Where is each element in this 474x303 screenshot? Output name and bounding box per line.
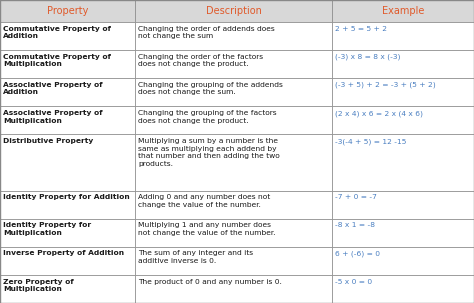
- Text: (-3) x 8 = 8 x (-3): (-3) x 8 = 8 x (-3): [335, 54, 401, 60]
- Text: Associative Property of
Multiplication: Associative Property of Multiplication: [3, 110, 103, 124]
- Bar: [135, 191, 332, 219]
- Text: The product of 0 and any number is 0.: The product of 0 and any number is 0.: [138, 278, 283, 285]
- Text: -7 + 0 = -7: -7 + 0 = -7: [335, 194, 377, 200]
- Bar: [332, 275, 474, 303]
- Bar: [332, 247, 474, 275]
- Text: Commutative Property of
Multiplication: Commutative Property of Multiplication: [3, 54, 111, 67]
- Text: The sum of any integer and its
additive inverse is 0.: The sum of any integer and its additive …: [138, 251, 254, 264]
- Text: Changing the order of the factors
does not change the product.: Changing the order of the factors does n…: [138, 54, 264, 67]
- Bar: [0, 247, 135, 275]
- Text: Property: Property: [47, 6, 88, 16]
- Bar: [0, 106, 135, 135]
- Text: Multiplying 1 and any number does
not change the value of the number.: Multiplying 1 and any number does not ch…: [138, 222, 276, 236]
- Bar: [332, 219, 474, 247]
- Bar: [0, 275, 135, 303]
- Text: Identity Property for
Multiplication: Identity Property for Multiplication: [3, 222, 91, 236]
- Text: Zero Property of
Multiplication: Zero Property of Multiplication: [3, 278, 74, 292]
- Text: Commutative Property of
Addition: Commutative Property of Addition: [3, 26, 111, 39]
- Bar: [135, 219, 332, 247]
- Text: 6 + (-6) = 0: 6 + (-6) = 0: [335, 251, 380, 257]
- Bar: [135, 22, 332, 50]
- Text: Inverse Property of Addition: Inverse Property of Addition: [3, 251, 125, 256]
- Text: Changing the grouping of the addends
does not change the sum.: Changing the grouping of the addends doe…: [138, 82, 283, 95]
- Bar: [0, 50, 135, 78]
- Text: Distributive Property: Distributive Property: [3, 138, 93, 144]
- Bar: [0, 78, 135, 106]
- Text: (-3 + 5) + 2 = -3 + (5 + 2): (-3 + 5) + 2 = -3 + (5 + 2): [335, 82, 436, 88]
- Text: Example: Example: [382, 6, 424, 16]
- Bar: [0, 22, 135, 50]
- Bar: [0, 0, 135, 22]
- Bar: [135, 247, 332, 275]
- Bar: [332, 78, 474, 106]
- Bar: [135, 106, 332, 135]
- Text: -3(-4 + 5) = 12 -15: -3(-4 + 5) = 12 -15: [335, 138, 407, 145]
- Bar: [332, 106, 474, 135]
- Text: Multiplying a sum by a number is the
same as multiplying each addend by
that num: Multiplying a sum by a number is the sam…: [138, 138, 280, 167]
- Bar: [332, 191, 474, 219]
- Text: Associative Property of
Addition: Associative Property of Addition: [3, 82, 103, 95]
- Bar: [135, 50, 332, 78]
- Bar: [0, 191, 135, 219]
- Text: Description: Description: [206, 6, 261, 16]
- Text: Changing the order of addends does
not change the sum: Changing the order of addends does not c…: [138, 26, 275, 39]
- Text: Identity Property for Addition: Identity Property for Addition: [3, 194, 130, 200]
- Bar: [135, 135, 332, 191]
- Bar: [0, 135, 135, 191]
- Bar: [332, 22, 474, 50]
- Text: -8 x 1 = -8: -8 x 1 = -8: [335, 222, 375, 228]
- Text: Changing the grouping of the factors
does not change the product.: Changing the grouping of the factors doe…: [138, 110, 277, 124]
- Bar: [332, 50, 474, 78]
- Text: (2 x 4) x 6 = 2 x (4 x 6): (2 x 4) x 6 = 2 x (4 x 6): [335, 110, 423, 117]
- Text: Adding 0 and any number does not
change the value of the number.: Adding 0 and any number does not change …: [138, 194, 271, 208]
- Bar: [135, 275, 332, 303]
- Bar: [332, 135, 474, 191]
- Bar: [135, 0, 332, 22]
- Bar: [332, 0, 474, 22]
- Bar: [135, 78, 332, 106]
- Text: 2 + 5 = 5 + 2: 2 + 5 = 5 + 2: [335, 26, 387, 32]
- Text: -5 x 0 = 0: -5 x 0 = 0: [335, 278, 372, 285]
- Bar: [0, 219, 135, 247]
